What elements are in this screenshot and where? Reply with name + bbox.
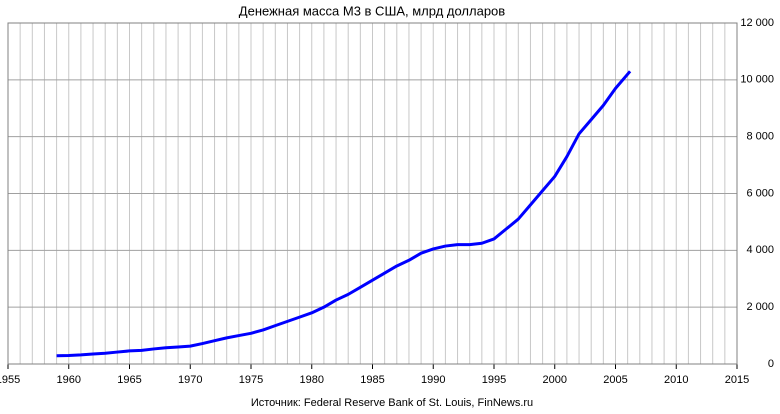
- source-note: Источник: Federal Reserve Bank of St. Lo…: [251, 397, 533, 409]
- x-tick-label: 2000: [543, 374, 567, 386]
- x-tick-label: 1965: [117, 374, 141, 386]
- x-tick-label: 2010: [664, 374, 688, 386]
- x-tick-label: 2005: [603, 374, 627, 386]
- x-tick-label: 1960: [57, 374, 81, 386]
- chart-title: Денежная масса М3 в США, млрд долларов: [239, 3, 505, 18]
- data-line: [56, 70, 632, 358]
- x-tick-label: 1955: [0, 374, 20, 386]
- y-tick-label: 10 000: [740, 74, 774, 86]
- x-tick-label: 1990: [421, 374, 445, 386]
- plot-frame: [7, 22, 738, 365]
- y-tick-label: 0: [768, 358, 774, 370]
- y-tick-label: 8 000: [746, 131, 774, 143]
- x-tick-label: 1975: [239, 374, 263, 386]
- x-tick-label: 1985: [360, 374, 384, 386]
- y-tick-label: 6 000: [746, 187, 774, 199]
- x-tick-label: 1995: [482, 374, 506, 386]
- x-tick-label: 1980: [300, 374, 324, 386]
- y-tick-label: 2 000: [746, 301, 774, 313]
- y-tick-label: 12 000: [740, 17, 774, 29]
- x-tick-label: 2015: [725, 374, 749, 386]
- x-tick-label: 1970: [178, 374, 202, 386]
- y-tick-label: 4 000: [746, 244, 774, 256]
